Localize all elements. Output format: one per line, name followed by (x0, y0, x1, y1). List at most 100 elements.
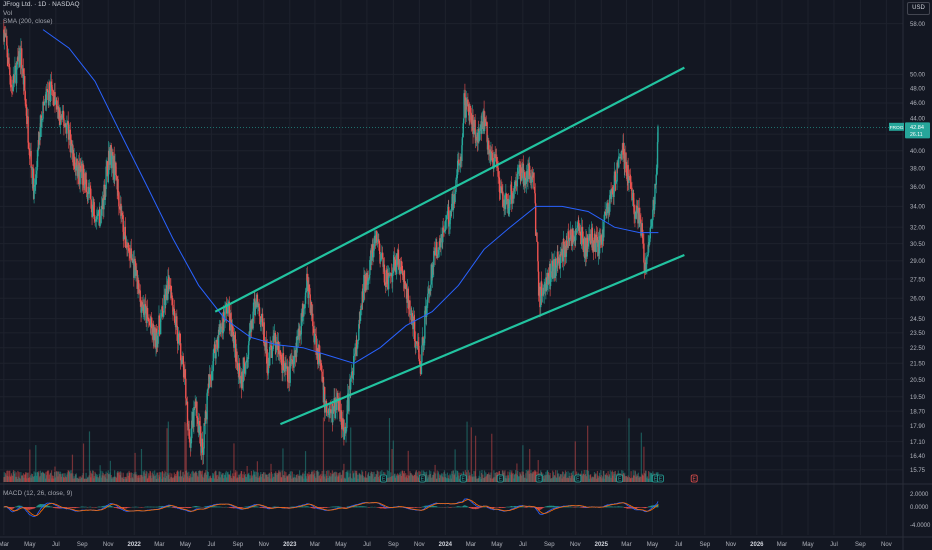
volume-bar (108, 474, 110, 482)
volume-bar (607, 476, 610, 482)
volume-bar (189, 473, 192, 482)
volume-bar (137, 475, 140, 482)
candle-body (32, 168, 34, 185)
candle-body (594, 243, 597, 253)
time-tick-label: Nov (258, 542, 269, 548)
candle-body (60, 117, 63, 120)
volume-bar (30, 473, 33, 482)
volume-bar (565, 471, 567, 482)
volume-bar (486, 474, 489, 482)
volume-bar (651, 474, 653, 482)
volume-bar (622, 473, 625, 482)
volume-bar (344, 477, 346, 482)
candle-body (18, 52, 21, 68)
macd-histogram-bar (157, 506, 159, 508)
candle-body (520, 167, 523, 181)
candle-body (392, 264, 395, 274)
volume-bar (610, 477, 612, 482)
macd-histogram-bar (379, 507, 382, 509)
volume-bar (152, 474, 155, 482)
volume-bar (17, 470, 19, 482)
volume-bar (293, 477, 295, 482)
volume-bar (526, 471, 529, 482)
macd-histogram-bar (412, 507, 414, 508)
candle-body (315, 335, 317, 355)
candle-body (316, 354, 318, 356)
macd-histogram-bar (147, 506, 149, 508)
volume-bar (255, 471, 258, 482)
volume-bar (312, 471, 314, 482)
volume-bar (547, 472, 550, 482)
volume-bar (93, 476, 95, 482)
channel-lower-line[interactable] (279, 254, 685, 426)
macd-histogram-bar (180, 507, 182, 509)
candle-body (275, 342, 277, 353)
volume-bar (433, 472, 435, 482)
currency-button[interactable]: USD (907, 2, 930, 15)
volume-bar (637, 472, 639, 482)
volume-bar (30, 475, 32, 482)
volume-bar (291, 478, 293, 482)
volume-bar (438, 478, 440, 482)
candle-body (154, 327, 156, 348)
volume-bar (455, 470, 457, 482)
channel-upper-line[interactable] (214, 66, 685, 313)
volume-bar (638, 477, 640, 482)
volume-bar (272, 476, 274, 482)
volume-bar (484, 476, 486, 482)
volume-bar (474, 435, 477, 482)
candle-body (38, 140, 40, 145)
candle-body (252, 311, 254, 329)
volume-bar (642, 475, 644, 482)
price-axis[interactable]: 58.0050.0048.0046.0044.0042.0040.0038.00… (910, 22, 926, 474)
volume-bar (266, 474, 268, 482)
candle-body (223, 321, 226, 322)
candle-body (462, 123, 464, 138)
macd-histogram-bar (475, 507, 477, 510)
volume-bar (257, 472, 259, 482)
volume-bar (121, 477, 123, 482)
candle-body (620, 151, 623, 159)
earnings-marker-label: E (382, 477, 386, 483)
volume-bar (634, 471, 636, 482)
volume-bar (518, 476, 520, 482)
candle-body (609, 191, 611, 196)
candle-body (464, 93, 466, 98)
volume-bar (244, 473, 247, 482)
volume-bar (325, 478, 327, 482)
volume-bar (504, 470, 506, 482)
candle-body (158, 315, 161, 328)
candle-body (196, 401, 198, 418)
candle-body (286, 366, 289, 382)
volume-bar (87, 476, 89, 482)
volume-bar (256, 461, 258, 482)
candle-body (552, 259, 555, 267)
candle-body (513, 188, 516, 192)
volume-bar (228, 474, 230, 482)
volume-bar (494, 477, 496, 482)
macd-histogram-bar (126, 507, 128, 509)
volume-bar (376, 470, 378, 482)
macd-histogram-bar (13, 507, 16, 508)
volume-bar (172, 477, 174, 482)
volume-bar (72, 473, 74, 482)
time-axis[interactable]: Mar May Jul Sep Nov 2022 Mar May Jul Sep Nov 2023 Ma… (0, 542, 892, 548)
candle-body (107, 174, 109, 177)
volume-bar (42, 471, 44, 482)
volume-bar (151, 478, 153, 482)
candle-body (646, 256, 648, 265)
candle-body (290, 358, 292, 366)
volume-bar (173, 472, 175, 482)
candle-body (328, 413, 331, 415)
macd-histogram-bar (514, 506, 516, 508)
candle-body (454, 191, 456, 203)
candle-body (259, 316, 262, 325)
volume-bar (471, 477, 474, 482)
volume-bar (598, 472, 601, 482)
candle-body (384, 282, 386, 286)
volume-bar (323, 470, 325, 482)
candle-body (35, 174, 37, 185)
volume-bar (15, 472, 17, 482)
